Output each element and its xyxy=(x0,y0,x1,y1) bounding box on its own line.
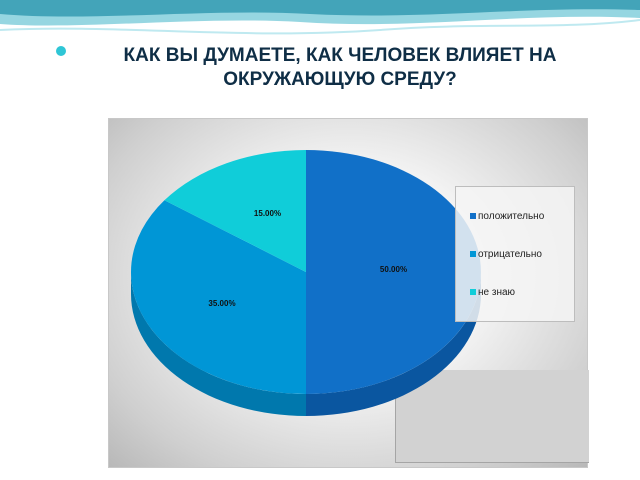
legend-swatch-negative xyxy=(470,251,476,258)
header-wave-decoration xyxy=(0,0,640,35)
pie-slice-negative xyxy=(131,200,306,394)
legend-swatch-dontknow xyxy=(470,289,476,296)
legend-item-positive: положительно xyxy=(470,211,544,222)
chart-legend: положительно отрицательно не знаю xyxy=(455,186,575,322)
pie-slice-positive xyxy=(306,150,481,394)
data-label-dontknow: 15.00% xyxy=(254,209,281,218)
title-bullet xyxy=(56,46,66,56)
pie-side-positive xyxy=(306,272,481,416)
title-line-2: ОКРУЖАЮЩУЮ СРЕДУ? xyxy=(223,69,457,90)
pie-side-negative xyxy=(131,272,306,416)
legend-label-dontknow: не знаю xyxy=(478,287,516,298)
pie-slice-dontknow xyxy=(164,150,306,272)
legend-label-positive: положительно xyxy=(478,211,545,222)
data-label-negative: 35.00% xyxy=(208,299,235,308)
title-line-1: КАК ВЫ ДУМАЕТЕ, КАК ЧЕЛОВЕК ВЛИЯЕТ НА xyxy=(123,45,557,66)
chart-shadow-panel xyxy=(395,370,589,463)
legend-label-negative: отрицательно xyxy=(478,249,542,260)
legend-item-negative: отрицательно xyxy=(470,249,542,260)
data-label-positive: 50.00% xyxy=(380,265,407,274)
legend-swatch-positive xyxy=(470,213,476,220)
page-title: КАК ВЫ ДУМАЕТЕ, КАК ЧЕЛОВЕК ВЛИЯЕТ НА ОК… xyxy=(60,44,620,92)
legend-item-dontknow: не знаю xyxy=(470,287,515,298)
